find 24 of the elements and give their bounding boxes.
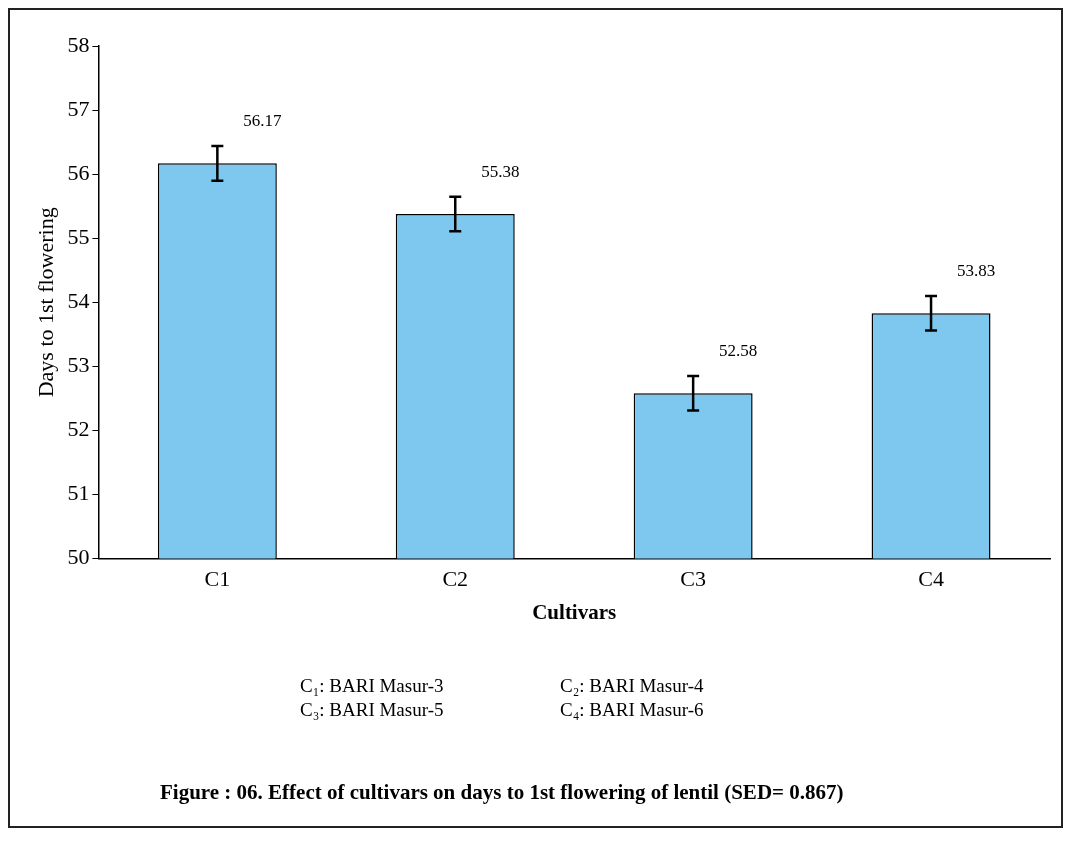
y-tick-label: 56	[67, 160, 90, 186]
text: C₃: BARI Masur-5	[300, 699, 445, 721]
text: Figure : 06. Effect of cultivars on days to 1st flowering of lentil (SED= 0.867)	[160, 780, 844, 805]
y-tick-label: 57	[67, 96, 90, 122]
x-tick-label: C4	[918, 566, 944, 592]
x-tick-label: C1	[204, 566, 231, 592]
data-label: 53.83	[956, 260, 996, 280]
y-tick-label: 55	[67, 224, 90, 250]
text: C₂: BARI Masur-4	[560, 675, 705, 697]
y-axis-title: Days to 1st flowering	[32, 207, 58, 398]
y-tick-label: 50	[67, 544, 90, 570]
data-label: 55.38	[481, 161, 520, 181]
text: C₁: BARI Masur-3	[300, 675, 445, 697]
y-tick-label: 54	[67, 288, 90, 314]
x-axis-title: Cultivars	[532, 599, 617, 624]
x-tick-label: C2	[442, 566, 469, 592]
y-tick-label: 58	[67, 31, 90, 57]
data-label: 56.17	[243, 111, 282, 131]
y-tick-label: 53	[67, 352, 90, 378]
text: C₄: BARI Masur-6	[560, 699, 705, 721]
data-label: 52.58	[719, 340, 758, 360]
y-tick-label: 51	[67, 480, 90, 506]
y-tick-label: 52	[67, 416, 90, 442]
x-tick-label: C3	[680, 566, 706, 592]
